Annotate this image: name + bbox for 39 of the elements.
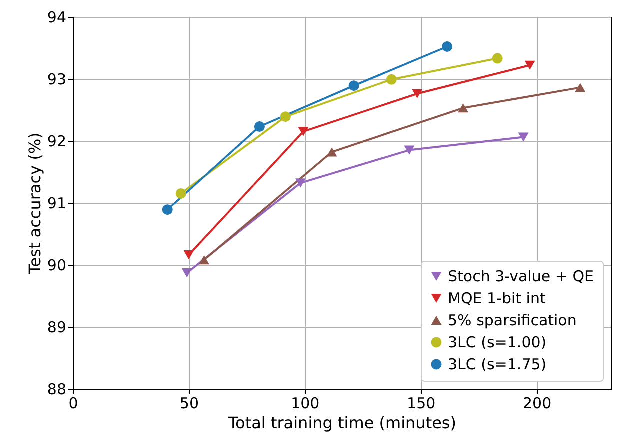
point <box>182 268 192 278</box>
x-tick-label: 50 <box>180 394 199 412</box>
point <box>386 74 397 85</box>
y-tick-label: 93 <box>47 70 66 88</box>
x-tick-label: 100 <box>291 394 320 412</box>
point <box>412 89 423 98</box>
x-axis-title: Total training time (minutes) <box>227 414 457 432</box>
point <box>199 256 210 265</box>
point <box>575 83 586 92</box>
y-tick-label: 91 <box>47 194 66 212</box>
point <box>254 122 265 132</box>
point <box>404 146 415 155</box>
point <box>492 53 503 64</box>
point <box>458 104 469 113</box>
x-tick-label: 0 <box>68 394 78 412</box>
point <box>326 148 338 157</box>
y-tick-label: 92 <box>47 132 66 150</box>
point <box>176 188 186 199</box>
point <box>524 60 536 70</box>
point <box>518 132 529 142</box>
y-tick-label: 94 <box>47 8 66 26</box>
point <box>442 42 453 52</box>
y-tick-label: 88 <box>47 380 66 398</box>
y-tick-label: 90 <box>47 256 66 274</box>
legend-label: 3LC (s=1.75) <box>448 356 547 374</box>
y-axis-title: Test accuracy (%) <box>25 132 44 276</box>
point <box>184 250 194 260</box>
point <box>348 80 360 92</box>
legend-label: 3LC (s=1.00) <box>448 334 547 352</box>
legend-label: Stoch 3-value + QE <box>448 268 594 286</box>
x-tick-label: 150 <box>407 394 436 412</box>
y-tick-label: 89 <box>47 318 66 336</box>
point <box>162 204 173 216</box>
point <box>298 127 309 136</box>
legend-label: MQE 1-bit int <box>448 290 546 308</box>
point <box>295 178 306 188</box>
x-tick-label: 200 <box>522 394 552 412</box>
point <box>280 112 291 122</box>
legend-label: 5% sparsification <box>448 312 577 330</box>
